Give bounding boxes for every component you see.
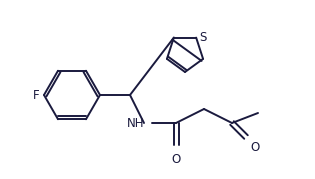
Text: O: O: [250, 141, 259, 154]
Text: NH: NH: [127, 117, 144, 129]
Text: O: O: [171, 153, 180, 166]
Text: S: S: [199, 31, 207, 44]
Text: F: F: [32, 88, 39, 101]
